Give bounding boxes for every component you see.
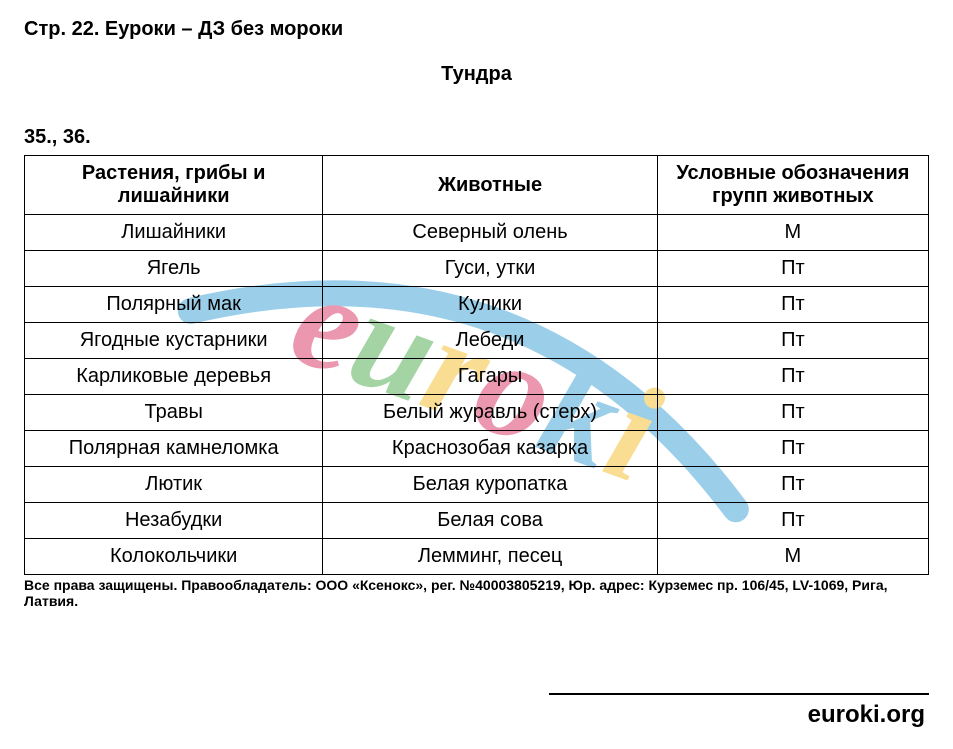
header-plants: Растения, грибы и лишайники [25, 156, 323, 215]
table-row: КолокольчикиЛемминг, песецМ [25, 539, 929, 575]
page-title: Тундра [24, 63, 929, 86]
table-row: Карликовые деревьяГагарыПт [25, 359, 929, 395]
table-row: ЛишайникиСеверный оленьМ [25, 215, 929, 251]
table-row: Полярный макКуликиПт [25, 287, 929, 323]
header-animals: Животные [323, 156, 657, 215]
table-cell: М [657, 215, 928, 251]
table-cell: Пт [657, 395, 928, 431]
table-cell: Северный олень [323, 215, 657, 251]
table-cell: Кулики [323, 287, 657, 323]
table-body: ЛишайникиСеверный оленьМЯгельГуси, уткиП… [25, 215, 929, 575]
table-cell: Пт [657, 503, 928, 539]
header-symbols: Условные обозначения групп животных [657, 156, 928, 215]
table-cell: Белая куропатка [323, 467, 657, 503]
table-cell: Гуси, утки [323, 251, 657, 287]
table-cell: Колокольчики [25, 539, 323, 575]
table-cell: Белая сова [323, 503, 657, 539]
tundra-table: Растения, грибы и лишайники Животные Усл… [24, 155, 929, 575]
table-row: НезабудкиБелая соваПт [25, 503, 929, 539]
table-cell: Лютик [25, 467, 323, 503]
table-cell: Лебеди [323, 323, 657, 359]
table-cell: Пт [657, 431, 928, 467]
table-cell: Травы [25, 395, 323, 431]
footer-divider [549, 693, 929, 695]
table-cell: Ягодные кустарники [25, 323, 323, 359]
table-cell: Полярная камнеломка [25, 431, 323, 467]
table-header-row: Растения, грибы и лишайники Животные Усл… [25, 156, 929, 215]
table-cell: Лемминг, песец [323, 539, 657, 575]
table-cell: Ягель [25, 251, 323, 287]
table-cell: Гагары [323, 359, 657, 395]
table-cell: Карликовые деревья [25, 359, 323, 395]
table-row: ЛютикБелая куропаткаПт [25, 467, 929, 503]
table-cell: М [657, 539, 928, 575]
table-cell: Лишайники [25, 215, 323, 251]
table-cell: Пт [657, 251, 928, 287]
table-cell: Краснозобая казарка [323, 431, 657, 467]
table-cell: Незабудки [25, 503, 323, 539]
table-cell: Полярный мак [25, 287, 323, 323]
page-header: Стр. 22. Еуроки – ДЗ без мороки [24, 18, 929, 41]
table-row: Полярная камнеломкаКраснозобая казаркаПт [25, 431, 929, 467]
table-cell: Пт [657, 287, 928, 323]
exercise-label: 35., 36. [24, 126, 929, 149]
table-cell: Пт [657, 467, 928, 503]
table-row: ТравыБелый журавль (стерх)Пт [25, 395, 929, 431]
table-cell: Пт [657, 359, 928, 395]
table-row: Ягодные кустарникиЛебедиПт [25, 323, 929, 359]
table-row: ЯгельГуси, уткиПт [25, 251, 929, 287]
footer-url: euroki.org [808, 701, 925, 729]
table-cell: Белый журавль (стерх) [323, 395, 657, 431]
copyright-text: Все права защищены. Правообладатель: ООО… [24, 577, 929, 609]
table-cell: Пт [657, 323, 928, 359]
